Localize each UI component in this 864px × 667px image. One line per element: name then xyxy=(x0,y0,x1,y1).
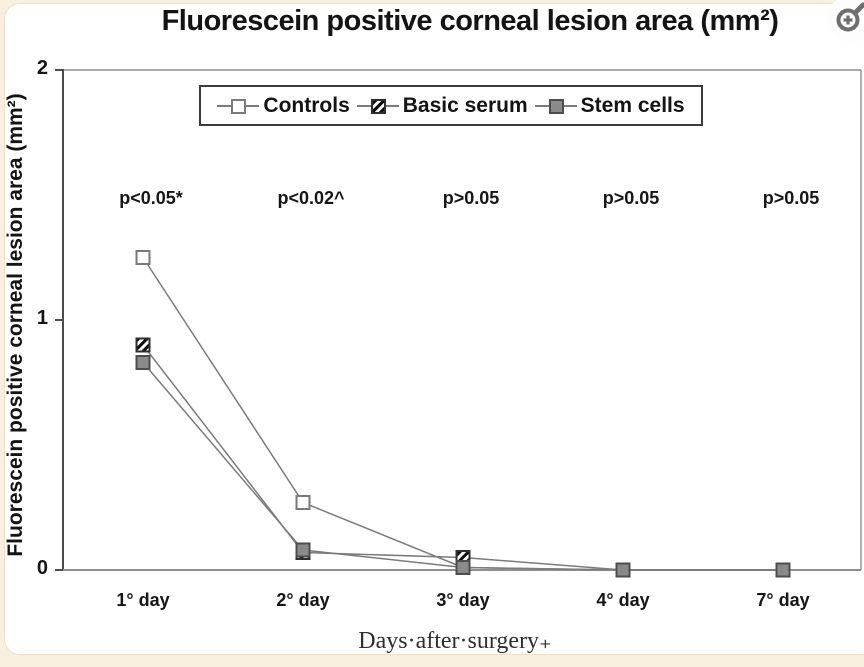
x-tick-label: 2° day xyxy=(276,590,330,610)
data-point-stem-cells xyxy=(295,542,311,558)
data-point-stem-cells xyxy=(615,562,631,578)
hatched-square-icon xyxy=(370,98,386,114)
legend-item-stem-cells: Stem cells xyxy=(534,93,685,118)
x-tick-label: 3° day xyxy=(436,590,490,610)
stem-cells-marker-swatch xyxy=(534,98,577,114)
p-value-annotation: p<0.05* xyxy=(119,188,183,208)
filled-square-icon xyxy=(548,98,564,114)
x-tick-label: 7° day xyxy=(756,590,810,610)
y-tick-label: 2 xyxy=(36,57,48,79)
series-line-controls xyxy=(142,257,783,571)
open-square-icon xyxy=(231,98,247,114)
y-tick-label: 1 xyxy=(36,307,48,329)
legend-box: Controls Basic serum Stem cells xyxy=(199,85,703,126)
legend-label: Stem cells xyxy=(580,93,685,117)
data-series xyxy=(135,250,791,578)
x-axis-title: Days·after·surgery₊ xyxy=(358,628,552,654)
p-value-annotation: p>0.05 xyxy=(602,188,660,208)
p-value-annotation: p>0.05 xyxy=(442,188,500,208)
plot-frame xyxy=(55,69,862,571)
basic-serum-marker-swatch xyxy=(356,98,399,114)
data-point-basic-serum xyxy=(135,337,151,353)
legend-item-controls: Controls xyxy=(217,93,350,118)
magnifier-plus-icon xyxy=(836,2,864,32)
legend-label: Controls xyxy=(263,93,350,117)
controls-marker-swatch xyxy=(217,98,260,114)
y-tick-label: 0 xyxy=(36,557,48,579)
chart-title: Fluorescein positive corneal lesion area… xyxy=(161,5,779,37)
x-tick-label: 1° day xyxy=(116,590,170,610)
data-point-controls xyxy=(135,250,151,265)
data-point-stem-cells xyxy=(135,355,151,370)
series-line-stem-cells xyxy=(142,362,783,571)
zoom-in-button[interactable] xyxy=(827,0,864,43)
data-point-stem-cells xyxy=(455,560,471,575)
data-point-stem-cells xyxy=(775,562,791,578)
p-value-annotation: p>0.05 xyxy=(762,188,820,208)
legend-item-basic-serum: Basic serum xyxy=(356,93,528,118)
data-point-controls xyxy=(295,495,311,510)
p-value-annotation: p<0.02^ xyxy=(277,188,345,208)
series-line-basic-serum xyxy=(142,344,783,571)
x-tick-label: 4° day xyxy=(596,590,650,610)
legend-label: Basic serum xyxy=(402,93,528,117)
